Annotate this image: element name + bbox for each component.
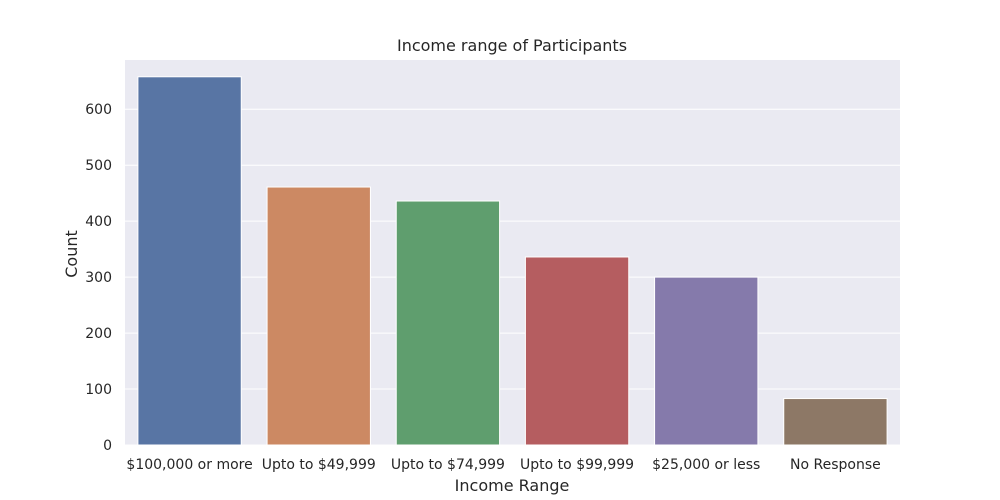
y-tick-label: 600 bbox=[85, 102, 112, 118]
y-tick-label: 200 bbox=[85, 326, 112, 342]
bar bbox=[395, 200, 501, 446]
y-tick-label: 400 bbox=[85, 214, 112, 230]
y-tick-label: 500 bbox=[85, 158, 112, 174]
bar bbox=[137, 76, 242, 446]
bar bbox=[266, 186, 371, 446]
bar bbox=[783, 398, 888, 446]
x-tick-label: Upto to $99,999 bbox=[520, 457, 634, 473]
x-tick-label: No Response bbox=[790, 457, 881, 473]
x-tick-label: $25,000 or less bbox=[652, 457, 760, 473]
y-tick-label: 300 bbox=[85, 270, 112, 286]
plot-background bbox=[125, 60, 900, 445]
x-tick-label: $100,000 or more bbox=[126, 457, 252, 473]
y-tick-labels: 0 100 200 300 400 500 600 bbox=[85, 102, 112, 454]
grid-lines bbox=[125, 108, 900, 446]
chart-title: Income range of Participants bbox=[397, 36, 627, 55]
bar bbox=[524, 256, 630, 446]
bar bbox=[654, 276, 759, 446]
x-tick-label: Upto to $49,999 bbox=[262, 457, 376, 473]
y-axis-label: Count bbox=[62, 230, 81, 278]
x-axis-label: Income Range bbox=[455, 476, 570, 495]
x-tick-label: Upto to $74,999 bbox=[391, 457, 505, 473]
bars bbox=[137, 76, 888, 446]
x-tick-labels: $100,000 or more Upto to $49,999 Upto to $… bbox=[126, 457, 880, 473]
y-tick-label: 0 bbox=[103, 438, 112, 454]
y-tick-label: 100 bbox=[85, 382, 112, 398]
